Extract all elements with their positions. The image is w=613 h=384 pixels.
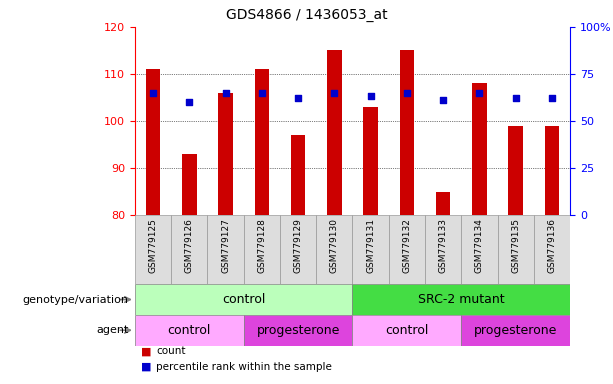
- Text: progesterone: progesterone: [474, 324, 557, 337]
- Bar: [218, 93, 233, 215]
- Text: GSM779130: GSM779130: [330, 218, 339, 273]
- Bar: [498, 215, 534, 284]
- Text: GSM779132: GSM779132: [402, 218, 411, 273]
- Text: ■: ■: [141, 362, 151, 372]
- Bar: [461, 215, 498, 284]
- Point: [366, 93, 376, 99]
- Bar: [243, 215, 280, 284]
- Text: ■: ■: [141, 346, 151, 356]
- Bar: [182, 154, 197, 215]
- Bar: [461, 315, 570, 346]
- Bar: [316, 215, 352, 284]
- Text: GSM779136: GSM779136: [547, 218, 557, 273]
- Text: control: control: [222, 293, 265, 306]
- Text: GSM779126: GSM779126: [185, 218, 194, 273]
- Bar: [352, 215, 389, 284]
- Text: agent: agent: [96, 325, 129, 335]
- Bar: [545, 126, 559, 215]
- Text: GDS4866 / 1436053_at: GDS4866 / 1436053_at: [226, 8, 387, 22]
- Bar: [508, 126, 523, 215]
- Bar: [400, 50, 414, 215]
- Bar: [171, 215, 207, 284]
- Bar: [472, 83, 487, 215]
- Text: GSM779129: GSM779129: [294, 218, 303, 273]
- Text: progesterone: progesterone: [256, 324, 340, 337]
- Point: [293, 95, 303, 101]
- Text: GSM779133: GSM779133: [439, 218, 447, 273]
- Text: genotype/variation: genotype/variation: [23, 295, 129, 305]
- Bar: [135, 215, 171, 284]
- Bar: [389, 215, 425, 284]
- Point: [402, 90, 412, 96]
- Bar: [254, 69, 269, 215]
- Point: [148, 90, 158, 96]
- Point: [474, 90, 484, 96]
- Text: GSM779128: GSM779128: [257, 218, 266, 273]
- Text: control: control: [167, 324, 211, 337]
- Text: SRC-2 mutant: SRC-2 mutant: [418, 293, 504, 306]
- Text: GSM779131: GSM779131: [366, 218, 375, 273]
- Text: GSM779134: GSM779134: [475, 218, 484, 273]
- Bar: [207, 215, 243, 284]
- Point: [221, 90, 230, 96]
- Bar: [135, 315, 244, 346]
- Text: control: control: [385, 324, 428, 337]
- Bar: [146, 69, 160, 215]
- Bar: [364, 107, 378, 215]
- Bar: [534, 215, 570, 284]
- Bar: [291, 135, 305, 215]
- Point: [547, 95, 557, 101]
- Text: GSM779125: GSM779125: [148, 218, 158, 273]
- Text: GSM779135: GSM779135: [511, 218, 520, 273]
- Text: percentile rank within the sample: percentile rank within the sample: [156, 362, 332, 372]
- Bar: [327, 50, 341, 215]
- Point: [185, 99, 194, 105]
- Text: count: count: [156, 346, 186, 356]
- Point: [257, 90, 267, 96]
- Bar: [425, 215, 461, 284]
- Bar: [280, 215, 316, 284]
- Bar: [352, 284, 570, 315]
- Point: [438, 97, 448, 103]
- Bar: [352, 315, 461, 346]
- Bar: [135, 284, 352, 315]
- Bar: [244, 315, 352, 346]
- Text: GSM779127: GSM779127: [221, 218, 230, 273]
- Point: [329, 90, 339, 96]
- Point: [511, 95, 520, 101]
- Bar: [436, 192, 451, 215]
